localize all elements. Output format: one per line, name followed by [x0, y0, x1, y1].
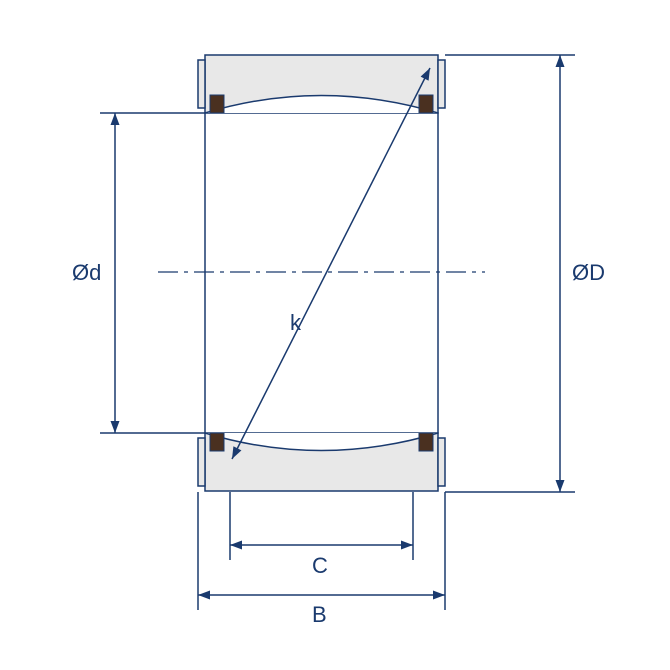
label-k: k	[290, 310, 301, 336]
label-D: ØD	[572, 260, 605, 286]
outer-ring-bottom-right-edge	[438, 438, 445, 486]
label-C: C	[312, 553, 328, 579]
bearing-diagram: ØD Ød B C k	[0, 0, 670, 670]
label-B: B	[312, 602, 327, 628]
inner-ring-body	[205, 113, 438, 433]
seal-top-left	[210, 95, 224, 113]
label-d: Ød	[72, 260, 101, 286]
seal-bottom-left	[210, 433, 224, 451]
outer-ring-top-left-edge	[198, 60, 205, 108]
outer-ring-top-right-edge	[438, 60, 445, 108]
seal-top-right	[419, 95, 433, 113]
diagram-svg	[0, 0, 670, 670]
outer-ring-bottom-left-edge	[198, 438, 205, 486]
seal-bottom-right	[419, 433, 433, 451]
